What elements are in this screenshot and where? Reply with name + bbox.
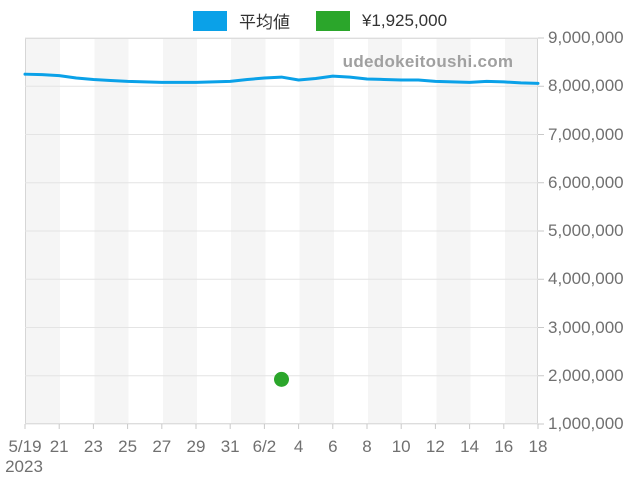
x-axis-label: 18 — [528, 437, 548, 456]
y-axis-label: 7,000,000 — [548, 124, 624, 144]
x-axis-label: 16 — [494, 437, 514, 456]
x-axis-label: 5/19 — [8, 437, 42, 456]
price-point-marker[interactable] — [274, 371, 289, 387]
x-axis-label: 10 — [391, 437, 411, 456]
y-axis-label: 3,000,000 — [548, 317, 624, 337]
x-axis-label: 8 — [362, 437, 372, 456]
watermark: udedokeitoushi.com — [342, 52, 514, 71]
y-axis-label: 6,000,000 — [548, 172, 624, 192]
legend-swatch-average-icon — [192, 10, 227, 31]
x-axis-label: 6 — [328, 437, 338, 456]
legend-item-price-point[interactable]: ¥1,925,000 — [315, 10, 448, 31]
chart-legend: 平均値 ¥1,925,000 — [0, 8, 640, 33]
x-axis-label: 21 — [49, 437, 69, 456]
average-price-line — [23, 72, 540, 85]
x-axis-label: 29 — [186, 437, 206, 456]
y-axis-label: 8,000,000 — [548, 76, 624, 96]
x-axis-label: 27 — [152, 437, 172, 456]
x-axis-label: 31 — [220, 437, 240, 456]
x-axis-label: 12 — [425, 437, 445, 456]
y-axis-label: 1,000,000 — [548, 414, 624, 433]
y-axis-label: 2,000,000 — [548, 365, 624, 385]
x-axis-label: 25 — [118, 437, 138, 456]
y-axis-label: 9,000,000 — [548, 28, 624, 47]
y-axis-label: 4,000,000 — [548, 269, 624, 289]
x-axis-label: 23 — [83, 437, 103, 456]
legend-label-average: 平均値 — [238, 13, 290, 32]
x-axis-year-label: 2023 — [5, 457, 43, 476]
legend-item-average[interactable]: 平均値 — [192, 8, 290, 33]
y-axis-label: 5,000,000 — [548, 221, 624, 240]
legend-label-price-point: ¥1,925,000 — [361, 10, 448, 30]
x-axis-label: 4 — [293, 437, 304, 456]
legend-swatch-price-point-icon — [315, 10, 350, 31]
x-axis-label: 14 — [460, 437, 480, 456]
x-axis-label: 6/2 — [252, 437, 277, 456]
